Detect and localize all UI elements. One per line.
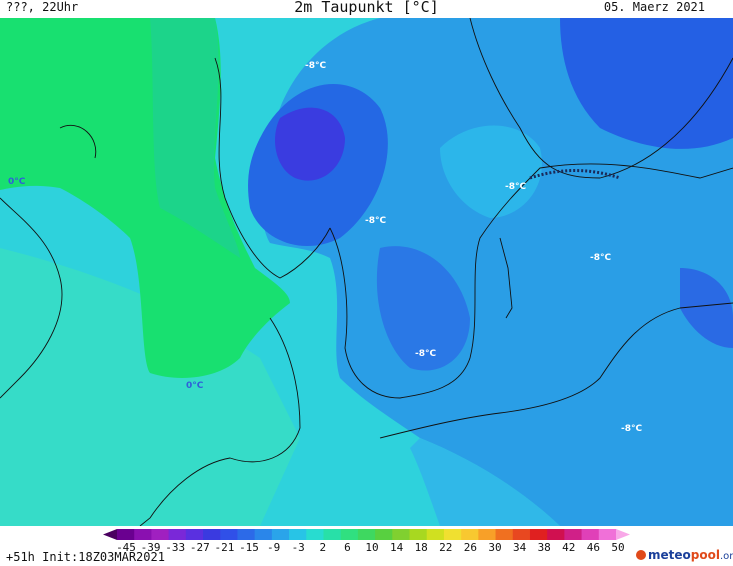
zone-sweden-cold [376, 246, 470, 371]
color-scale-swatch [495, 529, 514, 540]
header: ???, 22Uhr 2m Taupunkt [°C] 05. Maerz 20… [0, 0, 733, 18]
color-scale-swatch [409, 529, 428, 540]
color-scale-swatch [134, 529, 152, 540]
color-scale-tick-label: 46 [586, 541, 601, 554]
color-scale-tick-label: 6 [344, 541, 351, 554]
footer: -45 -39 -33 -27 -21 -15 -9 -3 2 6 10 14 18 22 26 30 34 38… [0, 526, 733, 566]
coast-baltic-south [379, 302, 733, 439]
color-scale-tick-label: -45 [116, 541, 136, 554]
time-label: ???, 22Uhr [6, 0, 79, 14]
color-scale-tick-label: 42 [562, 541, 576, 554]
zone-finland-cold [560, 18, 733, 149]
zone-sea-light [440, 125, 542, 218]
color-scale-tick-label: 22 [439, 541, 453, 554]
color-scale-swatch [375, 529, 393, 540]
meteopool-logo[interactable]: meteopool.org [636, 548, 733, 562]
coast-norway [214, 57, 331, 279]
color-scale-tick-label: -39 [140, 541, 161, 554]
color-scale-bar [103, 529, 630, 540]
color-scale-swatch [461, 529, 479, 540]
color-scale-swatch [443, 529, 462, 540]
map-title: 2m Taupunkt [°C] [294, 0, 439, 16]
coast-aland [529, 169, 621, 180]
coast-bothnia [469, 18, 733, 179]
color-scale-swatch [392, 529, 411, 540]
logo-text-pool: pool [690, 548, 720, 562]
coast-denmark-germany [139, 317, 301, 526]
color-scale-tick-label: 26 [463, 541, 478, 554]
color-scale-tick-label: -33 [165, 541, 186, 554]
color-scale-min-arrow [103, 529, 117, 540]
color-scale-tick-label: 14 [389, 541, 404, 554]
color-scale-tick-label: 30 [488, 541, 502, 554]
color-scale-swatch [426, 529, 445, 540]
color-scale-swatch [547, 529, 565, 540]
color-scale-swatch [357, 529, 376, 540]
color-scale-swatch [185, 529, 204, 540]
color-scale-swatch [581, 529, 600, 540]
coast-britain [0, 197, 63, 399]
color-scale-tick-label: -15 [239, 541, 259, 554]
color-scale-tick-label: 34 [512, 541, 527, 554]
isotherm-label: -8°C [365, 216, 386, 226]
color-scale-tick-label: 50 [611, 541, 625, 554]
zone-teal-west [0, 248, 300, 526]
coast-shetland [59, 124, 97, 159]
color-scale-tick-label: -3 [291, 541, 305, 554]
zone-green [0, 18, 290, 378]
zone-baltic-cold [680, 268, 733, 348]
color-scale-tick-label: -27 [189, 541, 210, 554]
isotherm-label: -8°C [505, 182, 526, 192]
color-scale-tick-label: 2 [319, 541, 327, 554]
coast-sweden [329, 163, 733, 399]
color-scale-swatch [598, 529, 617, 540]
isotherm-label: 0°C [8, 177, 26, 187]
color-scale-tick-label: 10 [365, 541, 379, 554]
color-scale-tick-label: -9 [266, 541, 281, 554]
zone-green-core [150, 18, 240, 258]
zone-norway-coldest [275, 107, 345, 181]
color-scale-swatch [512, 529, 531, 540]
color-scale-swatch [168, 529, 187, 540]
zone-blue-south [410, 438, 560, 526]
color-scale-swatch [220, 529, 238, 540]
color-scale-swatch [151, 529, 170, 540]
color-scale-swatch [117, 529, 135, 540]
color-scale-tick-label: 38 [537, 541, 551, 554]
isotherm-label: -8°C [415, 349, 436, 359]
isotherm-label: -8°C [621, 424, 642, 434]
isotherm-label: -8°C [305, 61, 326, 71]
color-scale-swatch [323, 529, 342, 540]
color-scale-swatch [306, 529, 324, 540]
isotherm-label: 0°C [186, 381, 204, 391]
date-label: 05. Maerz 2021 [603, 0, 705, 14]
color-scale-swatch [237, 529, 256, 540]
color-scale-swatch [340, 529, 359, 540]
color-scale-swatch [529, 529, 548, 540]
isotherm-label: -8°C [590, 253, 611, 263]
color-scale-swatch [564, 529, 583, 540]
color-scale-tick-label: 18 [414, 541, 428, 554]
color-scale-swatch [254, 529, 273, 540]
color-scale-max-arrow [616, 529, 630, 540]
color-scale-ticks: -45 -39 -33 -27 -21 -15 -9 -3 2 6 10 14 18 22 26 30 34 38… [0, 541, 733, 555]
color-scale-tick-label: -21 [214, 541, 235, 554]
logo-dot-icon [636, 550, 646, 560]
logo-text-org: .org [719, 551, 733, 562]
color-scale-swatch [478, 529, 497, 540]
color-scale-swatch [271, 529, 290, 540]
color-scale-swatch [289, 529, 307, 540]
dewpoint-map: -8°C 0°C -8°C -8°C -8°C -8°C 0°C -8°C [0, 18, 733, 526]
init-label: +51h Init:18Z03MAR2021 [6, 550, 165, 564]
coast-gotland [499, 237, 513, 319]
color-scale-swatch [203, 529, 221, 540]
logo-text-meteo: meteo [648, 548, 691, 562]
